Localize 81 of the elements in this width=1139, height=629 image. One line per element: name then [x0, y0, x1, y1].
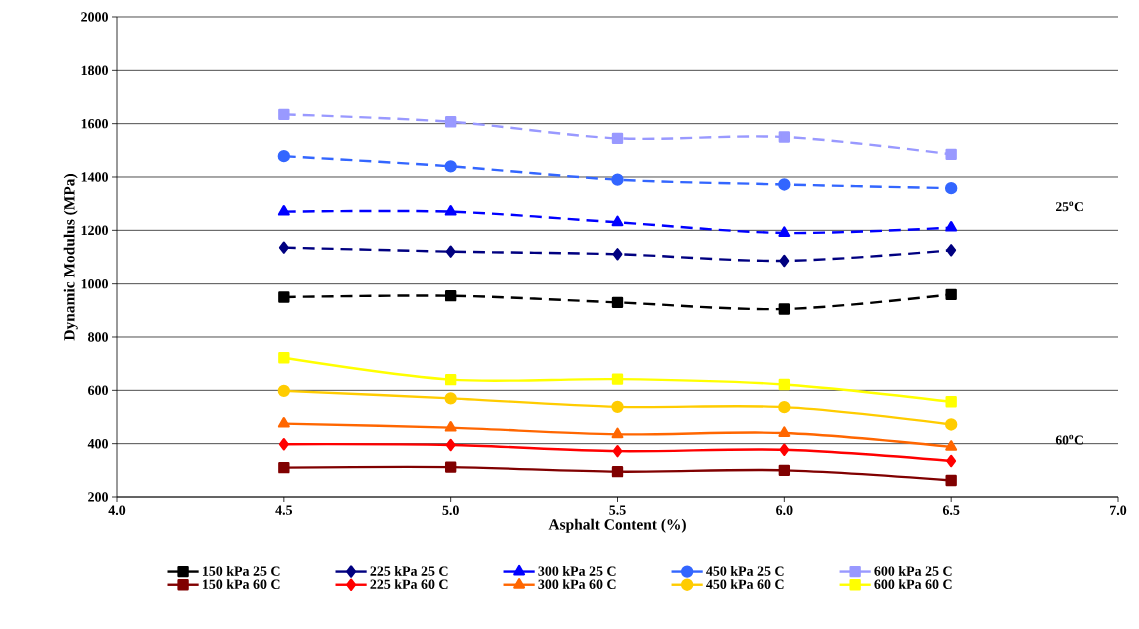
point — [945, 288, 957, 301]
point — [945, 220, 958, 232]
x-tick-label: 4.5 — [275, 505, 293, 515]
point — [278, 438, 289, 451]
point — [444, 289, 457, 302]
point — [611, 427, 624, 439]
legend-label: 150 kPa 60 C — [202, 579, 280, 589]
y-axis-title: Dynamic Modulus (MPa) — [63, 174, 78, 341]
y-tick-label: 1600 — [81, 118, 108, 129]
point — [945, 440, 958, 451]
legend-label: 150 kPa 25 C — [202, 565, 280, 576]
y-tick-label: 1800 — [81, 65, 108, 76]
legend-label: 225 kPa 60 C — [370, 579, 448, 589]
point — [444, 116, 457, 128]
point — [779, 443, 790, 456]
point — [444, 204, 457, 216]
legend-label: 300 kPa 25 C — [538, 565, 616, 576]
point — [611, 465, 624, 478]
y-tick-label: 800 — [88, 332, 108, 342]
annotation: 60$^{o}$C — [1055, 434, 1083, 445]
legend-label: 450 kPa 60 C — [706, 579, 784, 589]
point — [778, 178, 791, 191]
point — [778, 464, 791, 477]
point — [946, 244, 957, 257]
point — [778, 426, 791, 437]
point — [778, 131, 791, 143]
point — [444, 373, 457, 386]
point — [611, 296, 624, 309]
point — [779, 254, 790, 268]
point — [611, 173, 624, 186]
annotation: 25$^{o}$C — [1056, 201, 1083, 212]
point — [444, 461, 457, 473]
legend-label: 225 kPa 25 C — [370, 565, 448, 576]
y-tick-label: 2000 — [81, 12, 108, 22]
point — [445, 438, 456, 452]
point — [946, 454, 957, 468]
y-tick-label: 1200 — [81, 225, 108, 236]
y-tick-label: 600 — [88, 385, 108, 396]
point — [277, 416, 290, 428]
point — [277, 150, 291, 163]
point — [445, 245, 456, 258]
point — [278, 352, 290, 364]
point — [945, 474, 957, 487]
point — [444, 420, 457, 432]
point — [611, 215, 624, 227]
legend-label: 300 kPa 60 C — [538, 579, 616, 589]
x-tick-label: 6.5 — [942, 505, 960, 515]
point — [945, 396, 957, 408]
point — [612, 444, 623, 458]
point — [611, 132, 624, 145]
point — [778, 303, 791, 315]
point — [278, 241, 289, 254]
point — [944, 182, 958, 195]
y-tick-label: 1000 — [81, 278, 108, 289]
x-axis-title: Asphalt Content (%) — [548, 518, 686, 533]
point — [277, 204, 290, 216]
x-tick-label: 6.0 — [776, 505, 793, 515]
y-tick-label: 200 — [88, 492, 108, 502]
x-tick-label: 4.0 — [108, 505, 126, 515]
point — [778, 226, 791, 237]
point — [945, 148, 957, 161]
legend-label: 600 kPa 60 C — [874, 579, 952, 589]
legend-label: 600 kPa 25 C — [874, 565, 952, 576]
x-tick-label: 7.0 — [1110, 505, 1127, 515]
point — [778, 400, 791, 414]
point — [278, 108, 290, 121]
point — [444, 160, 457, 173]
y-tick-label: 1400 — [81, 172, 108, 182]
point — [611, 400, 624, 414]
point — [278, 461, 290, 474]
point — [278, 291, 290, 303]
point — [612, 248, 623, 261]
x-tick-label: 5.0 — [442, 505, 459, 515]
point — [611, 373, 624, 385]
point — [277, 384, 291, 398]
legend-label: 450 kPa 25 C — [706, 565, 784, 576]
x-tick-label: 5.5 — [609, 505, 626, 515]
point — [944, 418, 958, 431]
point — [778, 378, 791, 391]
point — [444, 392, 457, 405]
y-tick-label: 400 — [87, 438, 108, 449]
